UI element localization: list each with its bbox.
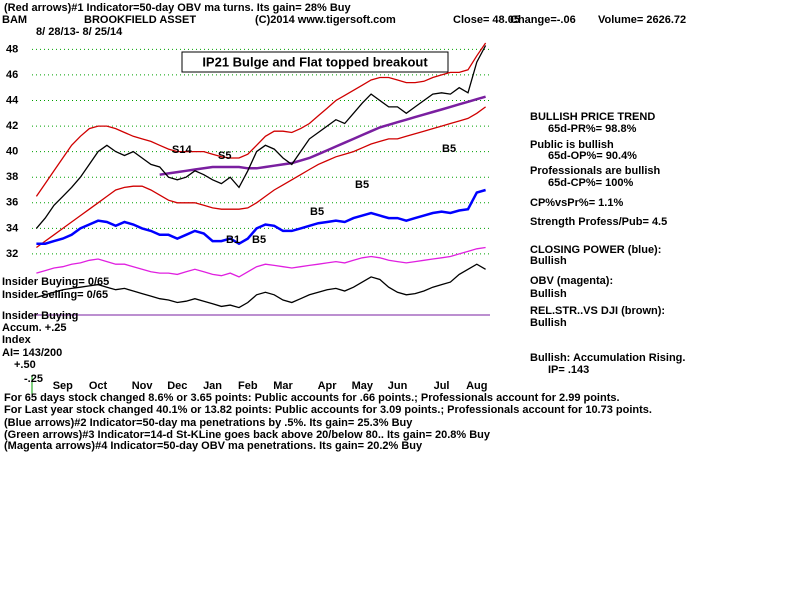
x-tick-label: May <box>352 380 374 392</box>
indicator-label: Insider Selling= 0/65 <box>2 289 108 301</box>
indicator-label: Insider Buying= 0/65 <box>2 276 109 288</box>
y-tick-label: 48 <box>6 43 18 55</box>
annotation: B1 <box>226 234 240 246</box>
x-tick-label: Aug <box>466 380 487 392</box>
close: Close= 48.05 <box>453 14 520 26</box>
y-tick-label: 40 <box>6 146 18 158</box>
change: Change=-.06 <box>510 14 576 26</box>
y-tick-label: 34 <box>6 222 19 234</box>
indicator-label: +.50 <box>14 359 36 371</box>
symbol: BAM <box>2 14 27 26</box>
annotation: B5 <box>355 179 369 191</box>
series-line <box>36 188 486 246</box>
footer-text: (Magenta arrows)#4 Indicator=50-day OBV … <box>4 440 423 452</box>
summary-text: BULLISH PRICE TREND <box>530 111 655 123</box>
annotation: S14 <box>172 144 192 156</box>
x-tick-label: Nov <box>132 380 154 392</box>
summary-text: Bullish <box>530 317 567 329</box>
x-tick-label: Jun <box>388 380 408 392</box>
summary-text: REL.STR..VS DJI (brown): <box>530 305 665 317</box>
indicator-label: Index <box>2 334 32 346</box>
x-tick-label: Mar <box>273 380 293 392</box>
summary-text: Strength Profess/Pub= 4.5 <box>530 216 667 228</box>
summary-text: 65d-OP%= 90.4% <box>548 150 637 162</box>
x-tick-label: Dec <box>167 380 187 392</box>
annotation: B5 <box>310 206 324 218</box>
y-tick-label: 46 <box>6 69 18 81</box>
y-tick-label: 44 <box>6 94 19 106</box>
series-line <box>35 45 487 229</box>
footer-text: For Last year stock changed 40.1% or 13.… <box>4 404 652 416</box>
series-line <box>35 42 487 197</box>
footer-text: For 65 days stock changed 8.6% or 3.65 p… <box>4 392 620 404</box>
x-tick-label: Oct <box>89 380 108 392</box>
summary-text: Bullish <box>530 255 567 267</box>
y-tick-label: 42 <box>6 120 18 132</box>
summary-text: Bullish: Accumulation Rising. <box>530 352 685 364</box>
x-tick-label: Sep <box>53 380 73 392</box>
copyright: (C)2014 www.tigersoft.com <box>255 14 396 26</box>
summary-text: Bullish <box>530 288 567 300</box>
series-line <box>36 263 486 309</box>
annotation: B5 <box>442 143 456 155</box>
indicator-label: -.25 <box>24 373 43 385</box>
footer-text: (Green arrows)#3 Indicator=14-d St-KLine… <box>4 429 491 441</box>
summary-text: Professionals are bullish <box>530 165 660 177</box>
indicator-label: Insider Buying <box>2 310 78 322</box>
annotation: B5 <box>252 234 266 246</box>
summary-text: Public is bullish <box>530 139 614 151</box>
x-tick-label: Feb <box>238 380 258 392</box>
summary-text: OBV (magenta): <box>530 275 613 287</box>
summary-text: IP= .143 <box>548 364 589 376</box>
volume: Volume= 2626.72 <box>598 14 686 26</box>
indicator-label: Accum. +.25 <box>2 322 67 334</box>
y-tick-label: 38 <box>6 171 18 183</box>
series-line <box>36 246 486 278</box>
chart-title: IP21 Bulge and Flat topped breakout <box>202 54 428 69</box>
date-range: 8/ 28/13- 8/ 25/14 <box>36 26 123 38</box>
summary-text: CP%vsPr%= 1.1% <box>530 197 623 209</box>
y-tick-label: 32 <box>6 248 18 260</box>
summary-text: CLOSING POWER (blue): <box>530 244 661 256</box>
series-line <box>36 106 486 249</box>
y-tick-label: 36 <box>6 197 18 209</box>
summary-text: 65d-CP%= 100% <box>548 177 634 189</box>
x-tick-label: Jul <box>434 380 450 392</box>
series-line <box>159 95 486 176</box>
x-tick-label: Apr <box>318 380 338 392</box>
company: BROOKFIELD ASSET <box>84 14 196 26</box>
title-box <box>181 51 449 73</box>
annotation: S5 <box>218 150 231 162</box>
summary-text: 65d-PR%= 98.8% <box>548 123 637 135</box>
header-line: (Red arrows)#1 Indicator=50-day OBV ma t… <box>4 2 351 14</box>
footer-text: (Blue arrows)#2 Indicator=50-day ma pene… <box>4 417 413 429</box>
indicator-label: AI= 143/200 <box>2 347 62 359</box>
x-tick-label: Jan <box>203 380 222 392</box>
